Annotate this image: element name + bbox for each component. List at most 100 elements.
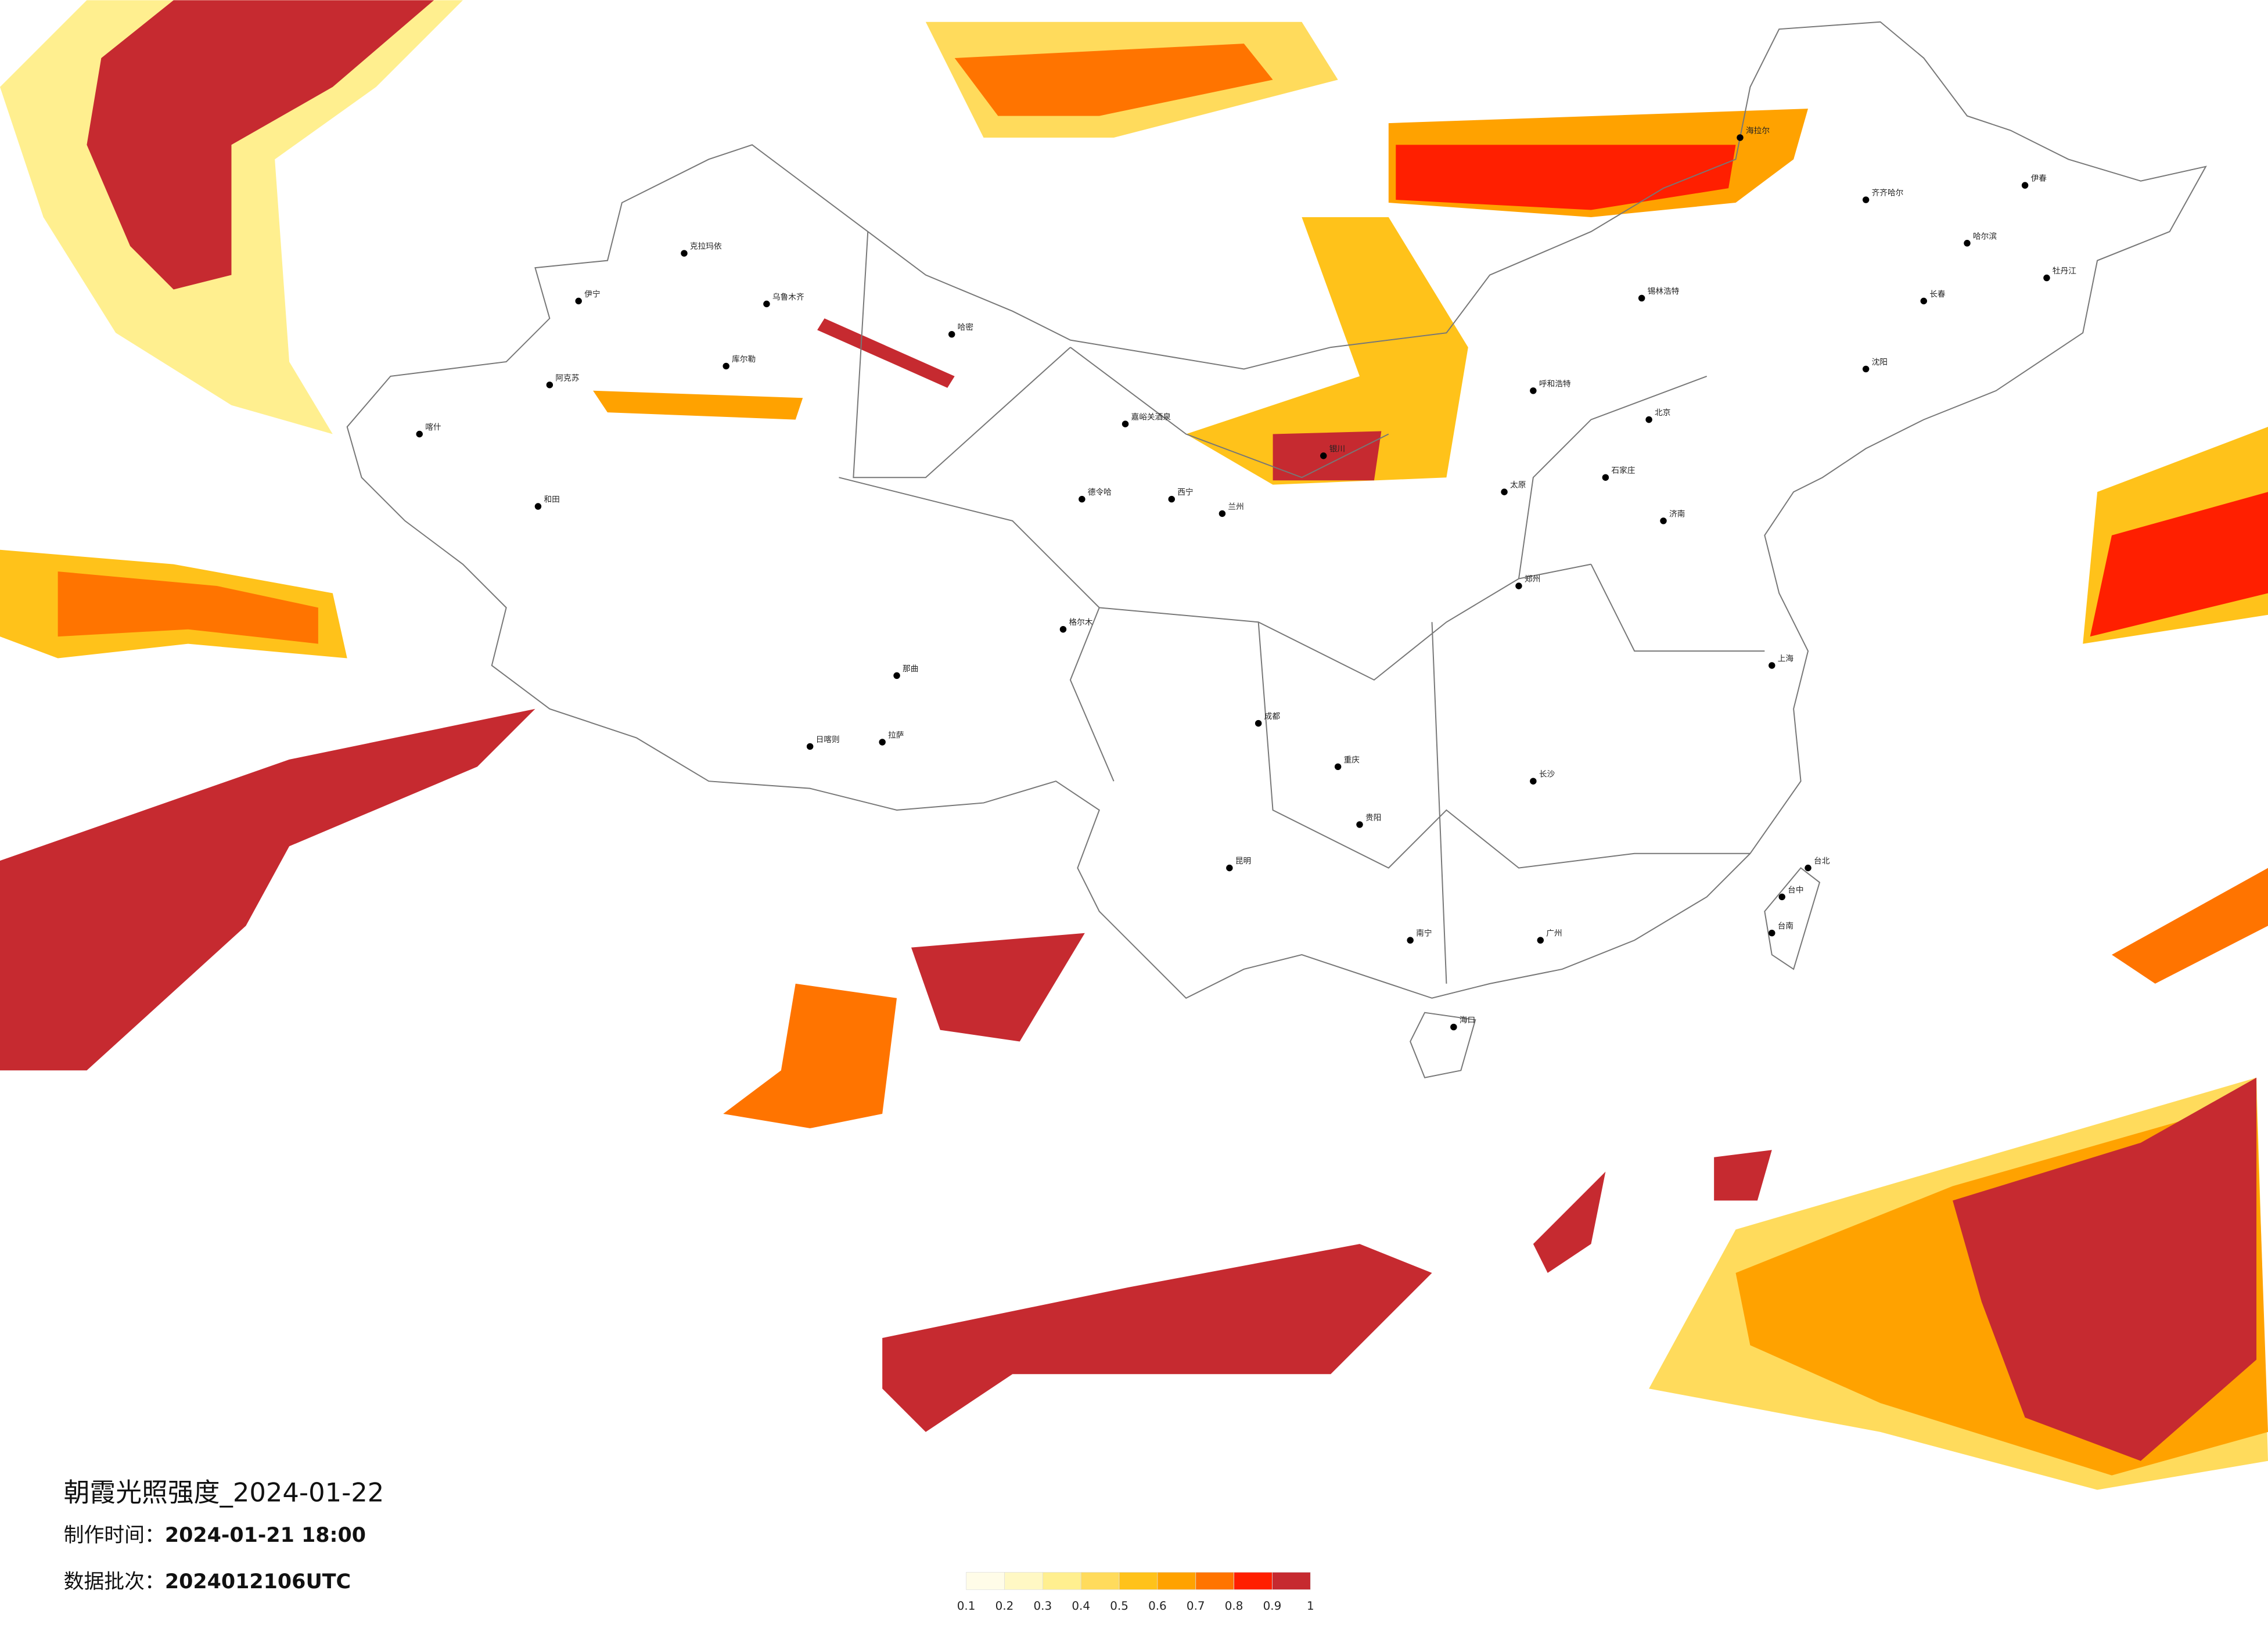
- heat-area: [882, 1244, 1432, 1432]
- city-dot: [1862, 196, 1870, 203]
- city-dot: [1920, 297, 1928, 305]
- city-label: 兰州: [1228, 502, 1243, 512]
- city-label: 克拉玛依: [690, 242, 722, 251]
- city-dot: [948, 330, 955, 338]
- city-label: 拉萨: [888, 731, 904, 740]
- taiwan: [1764, 867, 1821, 970]
- city-label: 乌鲁木齐: [772, 293, 804, 302]
- city-dot: [2043, 274, 2050, 282]
- city-label: 伊宁: [584, 289, 600, 299]
- heat-area: [2090, 492, 2268, 637]
- city-dot: [1537, 937, 1544, 944]
- city-dot: [723, 362, 729, 370]
- heat-area: [1953, 1077, 2257, 1461]
- legend-tick-label: 0.4: [1072, 1599, 1090, 1613]
- heat-area: [723, 983, 897, 1128]
- city-label: 重庆: [1344, 756, 1360, 765]
- city-dot: [1638, 294, 1645, 302]
- city-dot: [546, 382, 553, 388]
- legend-tick-label: 0.7: [1187, 1599, 1205, 1613]
- city-label: 伊春: [2031, 174, 2047, 184]
- city-dot: [1356, 821, 1363, 828]
- city-label: 台北: [1814, 857, 1830, 866]
- batch: 数据批次：2024012106UTC: [64, 1570, 351, 1593]
- legend: 0.1 0.2 0.3 0.4 0.5 0.6 0.7 0.8 0.9 1: [957, 1572, 1314, 1613]
- city-dot: [1226, 864, 1233, 872]
- city-dot: [1645, 416, 1652, 423]
- city-dot: [1778, 893, 1785, 901]
- city-dot: [1660, 517, 1667, 524]
- hainan: [1410, 1012, 1476, 1078]
- legend-tick-label: 0.3: [1033, 1599, 1052, 1613]
- city-dot: [1964, 240, 1971, 247]
- city-label: 西宁: [1177, 487, 1193, 497]
- city-dot: [1450, 1023, 1457, 1031]
- legend-tick-label: 0.2: [995, 1599, 1014, 1613]
- heat-area: [1396, 145, 1736, 210]
- legend-swatch: [1234, 1572, 1273, 1590]
- city-dot: [1769, 662, 1775, 669]
- legend-swatch: [1195, 1572, 1234, 1590]
- legend-swatch: [1272, 1572, 1311, 1590]
- city-dot: [1805, 864, 1811, 872]
- legend-tick-label: 0.9: [1263, 1599, 1282, 1613]
- china-outline: [346, 21, 2207, 999]
- city-label: 嘉峪关酒泉: [1131, 412, 1171, 422]
- city-label: 库尔勒: [732, 355, 756, 364]
- city-label: 德令哈: [1088, 488, 1112, 497]
- city-label: 长沙: [1539, 770, 1555, 779]
- legend-tick-label: 1: [1307, 1599, 1314, 1613]
- city-label: 锡林浩特: [1648, 287, 1680, 296]
- city-label: 沈阳: [1872, 358, 1888, 367]
- city-label: 上海: [1778, 654, 1794, 664]
- made-time-label: 制作时间：: [64, 1524, 165, 1547]
- city-dot: [1501, 488, 1508, 495]
- city-label: 成都: [1264, 712, 1281, 721]
- city-label: 齐齐哈尔: [1872, 189, 1904, 198]
- city-label: 台南: [1778, 922, 1793, 931]
- heat-area: [1273, 431, 1382, 481]
- city-label: 海口: [1460, 1016, 1475, 1025]
- heat-area: [593, 390, 803, 420]
- city-dot: [1320, 452, 1327, 459]
- made-time-value: 2024-01-21 18:00: [165, 1524, 366, 1547]
- legend-tick-label: 0.1: [957, 1599, 976, 1613]
- city-dot: [1219, 510, 1226, 517]
- city-dot: [575, 297, 582, 305]
- city-dot: [1122, 420, 1129, 427]
- legend-swatch: [1119, 1572, 1158, 1590]
- heat-area: [954, 44, 1273, 116]
- legend-swatch: [966, 1572, 1005, 1590]
- heat-area: [87, 0, 434, 290]
- legend-swatch: [1004, 1572, 1043, 1590]
- city-label: 石家庄: [1611, 466, 1635, 476]
- city-label: 阿克苏: [555, 373, 579, 383]
- city-dot: [1059, 625, 1067, 633]
- city-label: 济南: [1669, 509, 1685, 519]
- city-label: 海拉尔: [1746, 126, 1770, 135]
- city-label: 昆明: [1235, 857, 1251, 866]
- city-label: 牡丹江: [2053, 267, 2076, 276]
- heat-area: [2112, 868, 2268, 984]
- city-dot: [1602, 474, 1609, 481]
- city-label: 太原: [1510, 481, 1526, 490]
- city-dot: [806, 743, 814, 750]
- city-label: 和田: [544, 495, 559, 505]
- made-time: 制作时间：2024-01-21 18:00: [64, 1524, 366, 1547]
- city-dot: [1334, 763, 1342, 771]
- heat-area: [1714, 1150, 1772, 1201]
- heat-area: [1186, 217, 1468, 485]
- city-label: 哈尔滨: [1973, 232, 1997, 241]
- heat-area: [0, 708, 535, 1071]
- city-dot: [1530, 778, 1537, 785]
- province-lines: [839, 231, 1765, 984]
- city-dot: [1407, 937, 1414, 944]
- city-dot: [2021, 182, 2029, 189]
- legend-swatch: [1080, 1572, 1120, 1590]
- heat-area: [911, 933, 1085, 1042]
- city-label: 呼和浩特: [1539, 379, 1571, 388]
- city-dot: [893, 672, 900, 679]
- heat-area: [57, 571, 318, 644]
